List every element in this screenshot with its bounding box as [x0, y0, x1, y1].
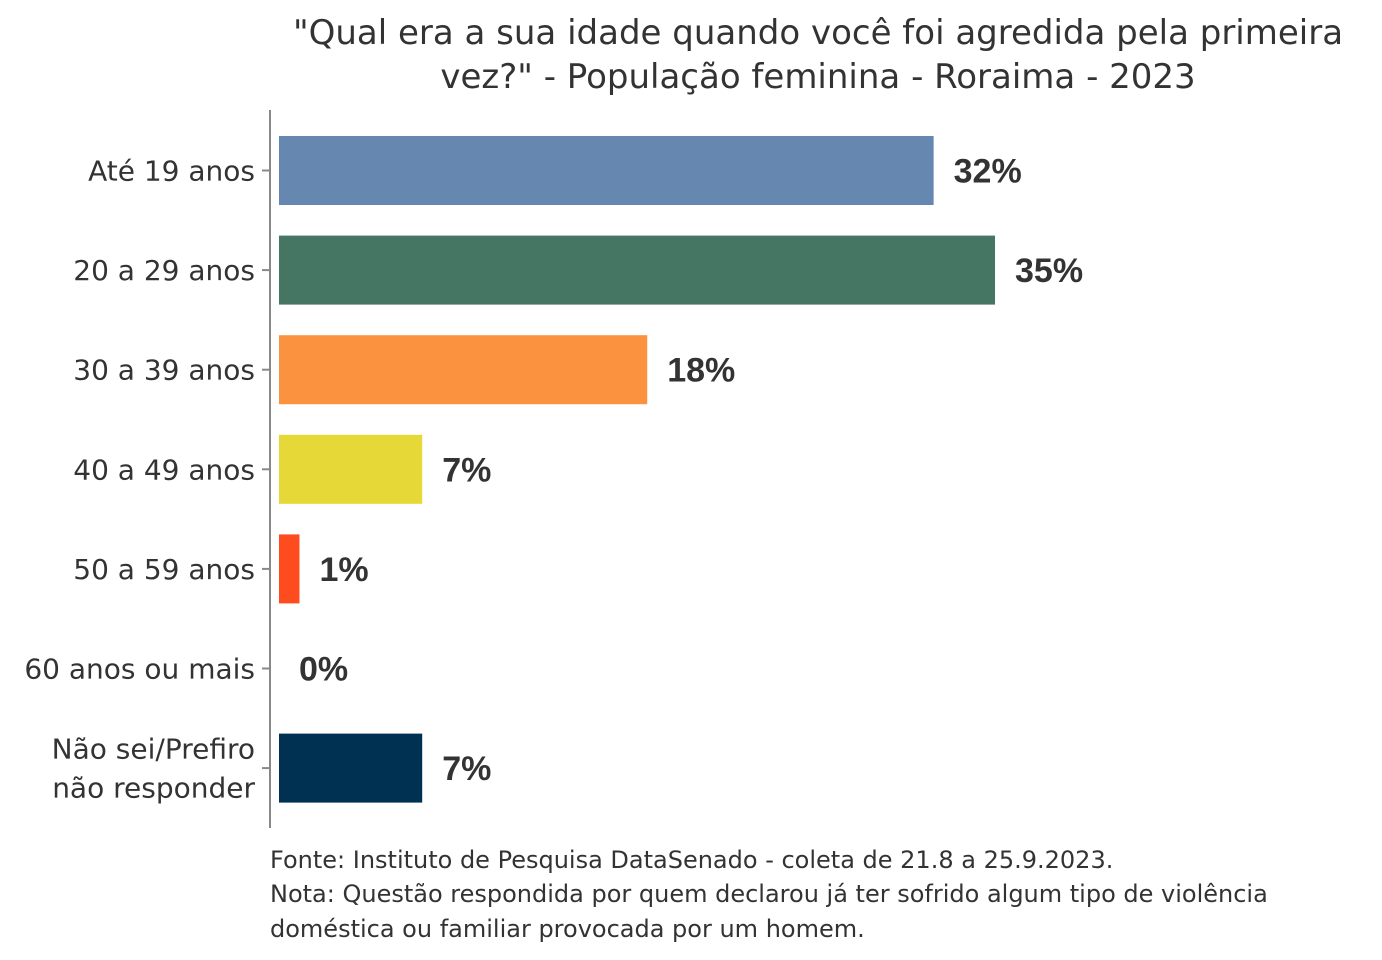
value-label: 32%	[954, 153, 1022, 191]
value-label: 1%	[319, 551, 368, 589]
category-label: 20 a 29 anos	[73, 254, 255, 287]
category-label: 30 a 39 anos	[73, 354, 255, 387]
footnote-line: Nota: Questão respondida por quem declar…	[270, 880, 1268, 908]
y-ticks	[262, 169, 270, 770]
bar	[279, 335, 648, 405]
value-label: 35%	[1015, 252, 1083, 290]
bar	[279, 136, 934, 205]
category-label: não responder	[52, 772, 255, 805]
footnote-line: Fonte: Instituto de Pesquisa DataSenado …	[270, 846, 1113, 874]
bar	[279, 733, 423, 803]
bar	[279, 434, 423, 504]
category-label: Não sei/Prefiro	[52, 733, 255, 766]
chart-title-line: "Qual era a sua idade quando você foi ag…	[293, 13, 1343, 53]
category-labels: Até 19 anos 20 a 29 anos 30 a 39 anos 40 a …	[24, 155, 255, 805]
category-label: Até 19 anos	[88, 155, 255, 188]
footnote: Fonte: Instituto de Pesquisa DataSenado …	[270, 846, 1268, 943]
value-label: 0%	[299, 651, 348, 689]
bar	[279, 235, 995, 305]
category-label: 50 a 59 anos	[73, 553, 255, 586]
value-labels: 32% 35% 18% 7% 1% 0% 7%	[299, 153, 1083, 789]
footnote-line: doméstica ou familiar provocada por um h…	[270, 915, 865, 943]
value-label: 7%	[442, 750, 491, 788]
category-label: 60 anos ou mais	[24, 653, 255, 686]
value-label: 18%	[667, 352, 735, 390]
chart-title: "Qual era a sua idade quando você foi ag…	[293, 13, 1343, 97]
category-label: 40 a 49 anos	[73, 453, 255, 486]
bars	[279, 136, 995, 803]
bar	[279, 534, 300, 604]
value-label: 7%	[442, 451, 491, 489]
chart-title-line: vez?" - População feminina - Roraima - 2…	[440, 57, 1195, 97]
